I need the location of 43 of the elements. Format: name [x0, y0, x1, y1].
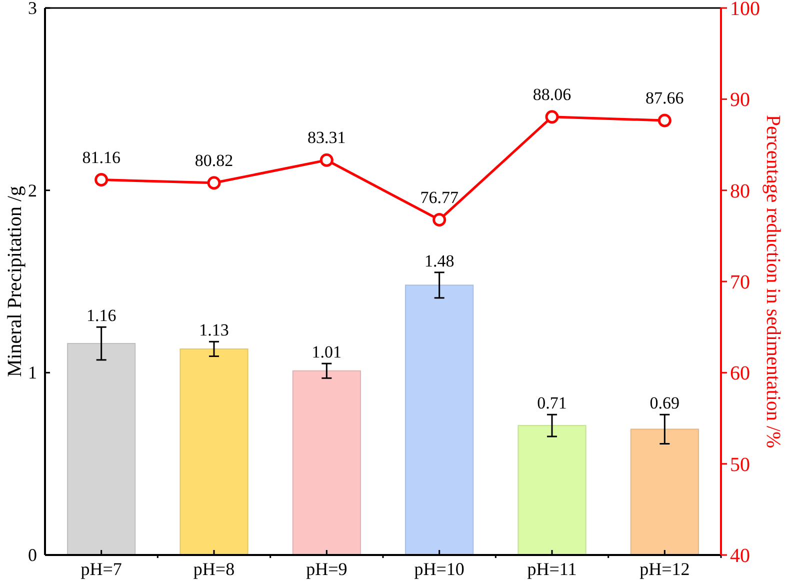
x-tick-label: pH=12 [640, 559, 690, 579]
y2-axis-title: Percentage reduction in sedimentation /% [762, 114, 784, 448]
bar [180, 348, 248, 556]
y2-tick-label: 100 [730, 0, 760, 20]
data-label: 87.66 [646, 88, 684, 108]
x-tick-label: pH=7 [80, 559, 122, 579]
y-tick-label: 1 [28, 362, 37, 383]
data-label: 80.82 [194, 150, 234, 170]
point [658, 114, 672, 128]
y-tick-label: 3 [28, 0, 37, 18]
y-axis-title: Mineral Precipitation /g [4, 186, 26, 378]
y2-tick-label: 50 [730, 454, 750, 476]
bar [630, 428, 699, 556]
bar [67, 342, 136, 556]
data-label: 83.31 [308, 128, 346, 148]
y2-tick-label: 70 [730, 272, 750, 294]
data-label: 81.16 [82, 148, 120, 167]
y2-tick-label: 60 [730, 362, 750, 385]
y2-tick-label: 40 [730, 545, 750, 567]
y-tick-label: 0 [28, 545, 37, 565]
x-tick-label: pH=11 [527, 559, 577, 579]
data-label: 0.69 [650, 394, 680, 413]
point [207, 176, 221, 190]
point [94, 173, 108, 187]
point [545, 110, 559, 124]
data-label: 88.06 [532, 84, 572, 104]
data-label: 1.16 [86, 306, 116, 326]
y2-tick-label: 90 [730, 89, 750, 112]
data-label: 1.13 [199, 320, 229, 340]
x-tick-label: pH=9 [306, 559, 348, 579]
data-label: 76.77 [420, 188, 459, 207]
bar [405, 284, 474, 556]
bar [292, 370, 361, 556]
data-label: 0.71 [537, 394, 567, 413]
y-tick-label: 2 [28, 180, 37, 200]
point [432, 213, 446, 227]
bar [518, 425, 586, 556]
data-label: 1.01 [312, 342, 342, 362]
x-tick-label: pH=8 [193, 559, 235, 579]
point [320, 153, 334, 167]
x-tick-label: pH=10 [414, 559, 464, 579]
y2-tick-label: 80 [730, 180, 750, 202]
data-label: 1.48 [424, 251, 454, 270]
